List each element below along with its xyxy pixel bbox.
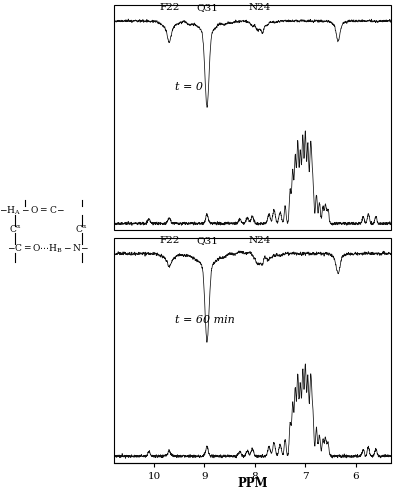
Text: F22: F22 xyxy=(159,236,180,244)
Text: N24: N24 xyxy=(249,3,271,12)
Text: $-$N$-$H$_\mathregular{A}-$O$\mathregular{=}$C$-$: $-$N$-$H$_\mathregular{A}-$O$\mathregula… xyxy=(0,205,65,217)
Text: C$^\mathregular{\alpha}$: C$^\mathregular{\alpha}$ xyxy=(75,223,88,234)
Text: N24: N24 xyxy=(249,236,271,244)
Text: C$^\mathregular{\alpha}$: C$^\mathregular{\alpha}$ xyxy=(9,223,22,234)
Text: F22: F22 xyxy=(159,3,180,12)
Text: $-$C$\mathregular{=}$O$\cdots$H$_\mathregular{B}-$N$-$: $-$C$\mathregular{=}$O$\cdots$H$_\mathre… xyxy=(8,242,90,255)
Text: PPM: PPM xyxy=(237,477,268,490)
Text: t = 60 min: t = 60 min xyxy=(175,314,235,324)
Text: Q31: Q31 xyxy=(196,236,218,244)
Text: Q31: Q31 xyxy=(196,3,218,12)
Text: t = 0: t = 0 xyxy=(175,82,203,92)
